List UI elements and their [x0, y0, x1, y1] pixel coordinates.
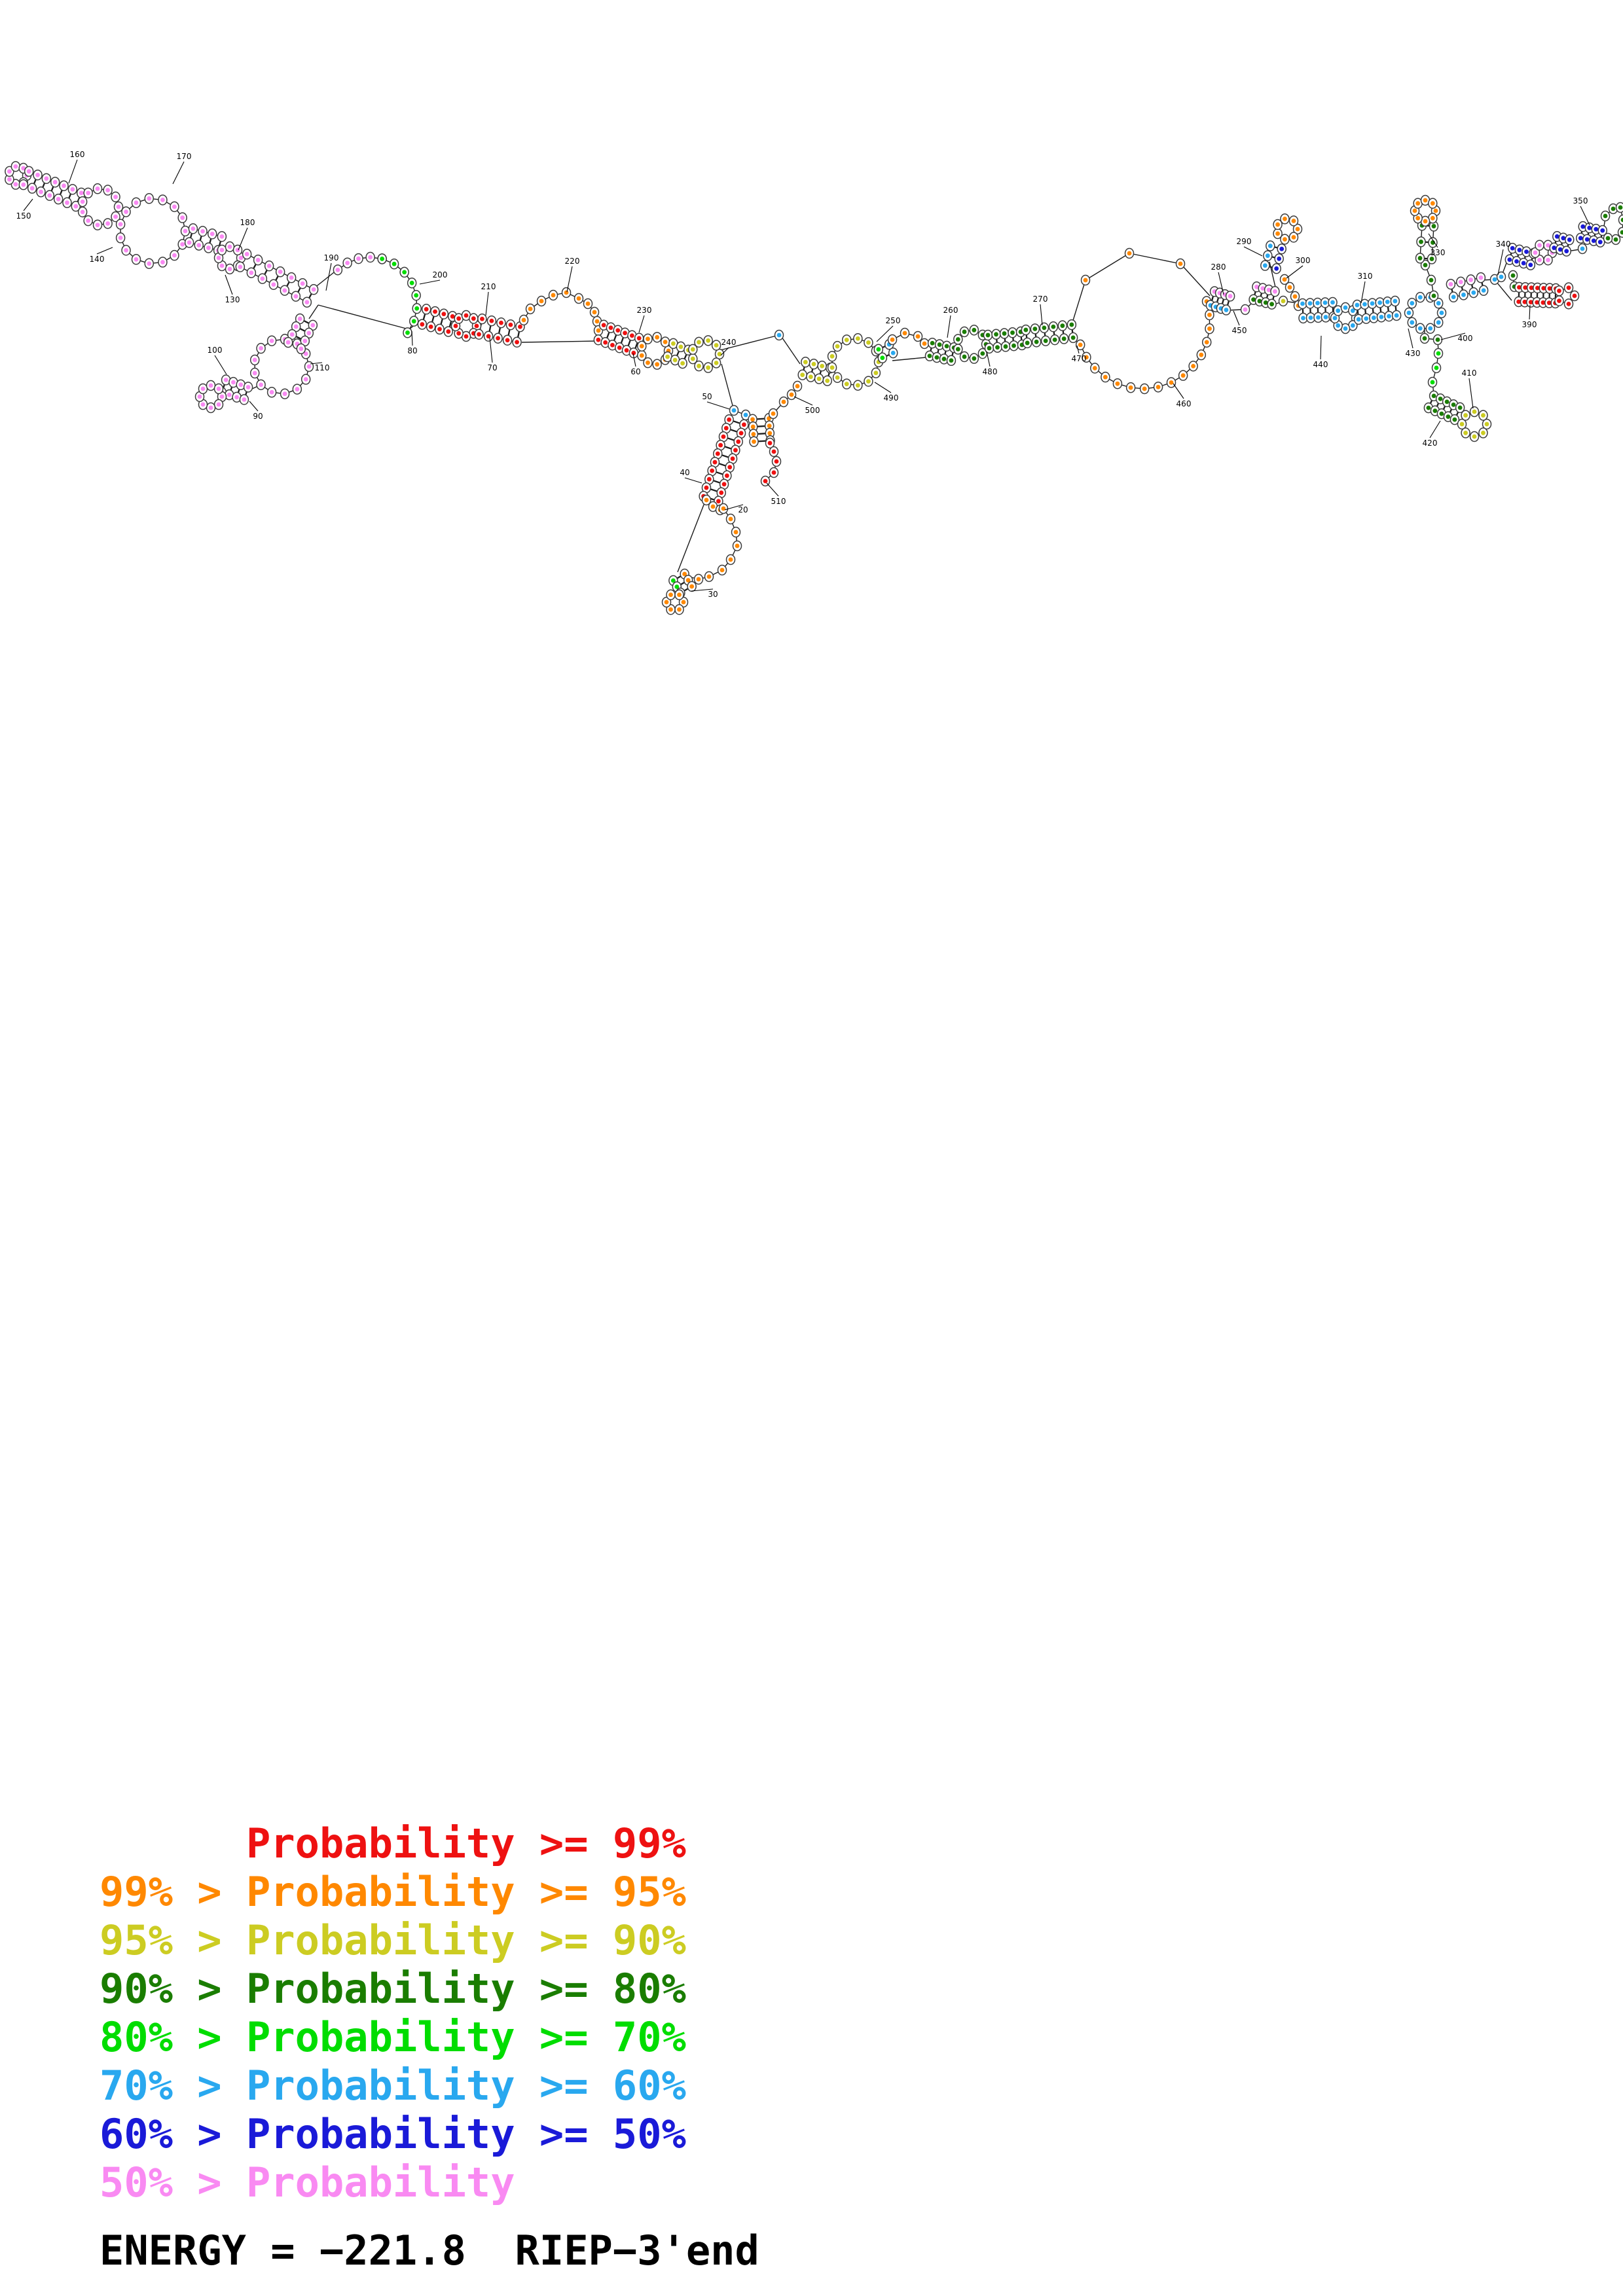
position-label-190: 190	[324, 253, 339, 262]
position-label-220: 220	[565, 257, 580, 266]
legend-row-2: 99% > Probability >= 95%	[100, 1868, 686, 1916]
position-label-30: 30	[708, 590, 718, 599]
position-label-20: 20	[738, 505, 748, 514]
position-label-40: 40	[680, 468, 689, 477]
position-label-330: 330	[1431, 248, 1446, 257]
position-label-210: 210	[481, 282, 496, 291]
position-label-470: 470	[1072, 354, 1087, 363]
position-label-100: 100	[208, 346, 223, 355]
position-label-250: 250	[886, 316, 901, 325]
legend-row-8: 50% > Probability	[100, 2159, 515, 2206]
legend-row-6: 70% > Probability >= 60%	[100, 2062, 686, 2109]
probability-legend: Probability >= 99% 99% > Probability >= 9…	[100, 1820, 686, 2207]
legend-row-7: 60% > Probability >= 50%	[100, 2110, 686, 2158]
position-label-410: 410	[1462, 368, 1477, 378]
position-label-460: 460	[1176, 399, 1192, 408]
position-label-130: 130	[225, 295, 240, 304]
position-label-430: 430	[1406, 349, 1421, 358]
position-label-310: 310	[1358, 272, 1373, 281]
position-label-170: 170	[177, 152, 192, 161]
position-label-200: 200	[433, 270, 448, 279]
position-label-270: 270	[1033, 295, 1048, 304]
legend-row-4: 90% > Probability >= 80%	[100, 1965, 686, 2013]
position-label-490: 490	[884, 393, 899, 403]
position-label-480: 480	[983, 367, 998, 376]
position-label-140: 140	[90, 255, 105, 264]
position-label-300: 300	[1296, 256, 1311, 265]
position-label-60: 60	[630, 367, 640, 376]
position-label-500: 500	[805, 406, 820, 415]
position-label-110: 110	[315, 363, 330, 372]
energy-line: ENERGY = −221.8 RIEP−3'end	[100, 2227, 759, 2274]
position-label-450: 450	[1232, 326, 1247, 335]
position-label-240: 240	[721, 338, 737, 347]
position-label-510: 510	[771, 497, 786, 506]
legend-row-1: Probability >= 99%	[100, 1820, 686, 1867]
position-label-280: 280	[1211, 262, 1226, 272]
position-label-390: 390	[1522, 320, 1537, 329]
position-label-150: 150	[16, 211, 31, 221]
position-label-50: 50	[702, 392, 712, 401]
nucleotides	[5, 161, 1623, 615]
position-label-70: 70	[487, 363, 497, 372]
position-label-350: 350	[1573, 196, 1588, 206]
position-label-230: 230	[637, 306, 652, 315]
position-label-90: 90	[253, 412, 263, 421]
legend-row-3: 95% > Probability >= 90%	[100, 1916, 686, 1964]
position-label-80: 80	[407, 346, 417, 355]
position-label-180: 180	[240, 218, 255, 227]
position-labels: 20 30 40 50 60 70 80 90 100 110 130 140 150 160 170 180…	[16, 150, 1590, 599]
position-label-420: 420	[1423, 439, 1438, 448]
position-label-290: 290	[1237, 237, 1252, 246]
position-label-400: 400	[1458, 334, 1473, 343]
position-label-160: 160	[70, 150, 85, 159]
position-label-260: 260	[943, 306, 958, 315]
position-label-440: 440	[1313, 360, 1328, 369]
legend-row-5: 80% > Probability >= 70%	[100, 2013, 686, 2061]
position-label-340: 340	[1496, 240, 1511, 249]
